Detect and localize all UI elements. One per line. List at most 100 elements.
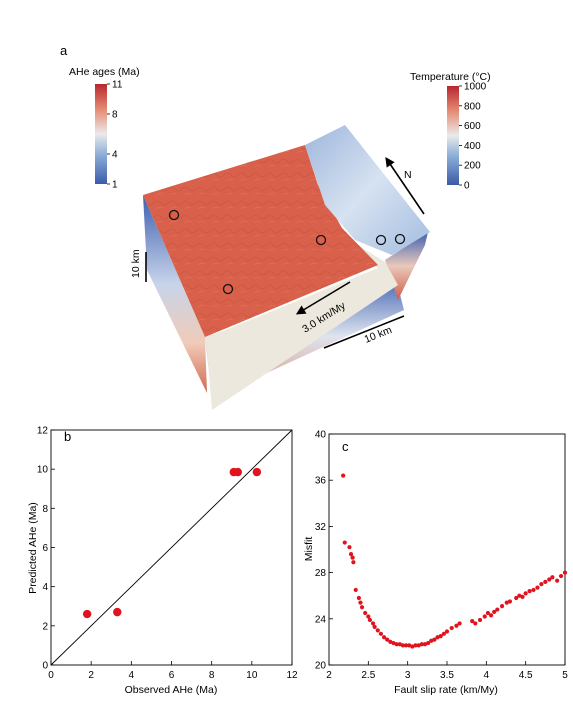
chart-c-point — [375, 628, 380, 633]
chart-c-point — [543, 579, 548, 584]
chart-c-point — [555, 578, 560, 583]
chart-c-xtick-label: 5 — [562, 670, 568, 681]
chart-b-point — [82, 609, 92, 619]
chart-c-point — [341, 473, 346, 478]
slip-arrow-icon — [295, 281, 351, 315]
chart-c-point — [363, 610, 368, 616]
chart-b-xtick-label: 10 — [246, 670, 258, 681]
chart-c-point — [366, 614, 371, 619]
chart-c-point — [482, 614, 487, 619]
colorbar-temperature-tick-label: 600 — [464, 121, 481, 132]
chart-c-xtick-label: 2.5 — [361, 670, 375, 681]
colorbar-ahe: AHe ages (Ma) 11 8 4 1 — [69, 66, 140, 191]
chart-c-point — [492, 609, 497, 614]
chart-c-point — [547, 577, 552, 582]
chart-c-point — [539, 582, 544, 587]
panel-a-label: a — [60, 43, 68, 58]
chart-c-point — [477, 617, 483, 623]
colorbar-temperature-tick-label: 0 — [464, 181, 470, 192]
relief-texture — [143, 145, 378, 337]
colorbar-temperature-tick-label: 800 — [464, 101, 481, 112]
chart-c-point — [527, 588, 532, 594]
chart-c-point — [520, 594, 525, 599]
chart-c-ytick-label: 20 — [315, 661, 327, 672]
chart-c-point — [370, 621, 376, 626]
panel-c-label: c — [342, 439, 349, 454]
chart-c-point — [356, 595, 361, 601]
sample-circle — [394, 233, 406, 245]
chart-b-ytick-label: 8 — [42, 504, 48, 515]
chart-c-point — [438, 634, 443, 639]
chart-b-ytick-label: 2 — [42, 621, 48, 632]
chart-c-point — [485, 610, 491, 616]
chart-c-point — [358, 600, 363, 605]
chart-b-xlabel: Observed AHe (Ma) — [125, 684, 218, 696]
chart-b-ytick-label: 6 — [42, 543, 48, 554]
chart-c-point — [385, 637, 390, 642]
scale-bar-vertical-label: 10 km — [130, 249, 142, 278]
colorbar-ahe-tick-label: 4 — [112, 150, 118, 161]
chart-c-point — [558, 573, 564, 579]
chart-b-ytick-label: 4 — [42, 582, 48, 593]
panel-b-label: b — [64, 429, 71, 444]
chart-c-point — [400, 643, 406, 648]
chart-c-ytick-label: 32 — [315, 522, 327, 533]
chart-c-ytick-label: 28 — [315, 568, 327, 579]
colorbar-ahe-bar — [95, 84, 107, 184]
chart-b-xtick-label: 8 — [209, 670, 215, 681]
chart-c-ytick-label: 40 — [315, 430, 327, 441]
chart-c-point — [432, 637, 437, 642]
chart-c-point — [351, 560, 356, 565]
chart-b-xtick-label: 2 — [88, 670, 94, 681]
chart-c-point — [488, 613, 494, 618]
chart-c-ylabel: Misfit — [303, 537, 315, 562]
chart-c-point — [348, 552, 354, 557]
north-arrow-icon — [385, 157, 425, 215]
colorbar-ahe-tick-label: 8 — [112, 110, 118, 121]
chart-c-point — [403, 643, 409, 648]
sample-circle — [375, 234, 387, 246]
chart-c-point — [470, 619, 475, 624]
block-model: N 3.0 km/My 10 km 10 km — [130, 125, 430, 410]
block-top-surface-hangingwall — [305, 125, 430, 255]
chart-c-point — [535, 585, 540, 590]
block-left-face — [143, 195, 207, 393]
colorbar-temperature-tick-label: 400 — [464, 141, 481, 152]
chart-b-ytick-label: 12 — [37, 426, 49, 437]
chart-b-xtick-label: 0 — [48, 670, 54, 681]
chart-c-point — [342, 540, 347, 545]
chart-c-point — [531, 587, 536, 593]
chart-c-point — [381, 635, 387, 640]
chart-c-point — [413, 643, 418, 648]
chart-c-point — [367, 617, 373, 623]
chart-c-point — [454, 623, 459, 628]
chart-c-point — [419, 642, 424, 647]
chart-b-xtick-label: 12 — [286, 670, 298, 681]
chart-c-point — [473, 621, 478, 626]
chart-c-ytick-label: 24 — [315, 614, 327, 625]
chart-c-point — [378, 631, 384, 636]
chart-c-xtick-label: 2 — [326, 670, 332, 681]
chart-c-point — [394, 642, 399, 647]
chart-c-xtick-label: 4 — [484, 670, 490, 681]
chart-b-point — [233, 467, 242, 477]
colorbar-temperature-bar — [447, 86, 459, 185]
chart-b-point — [113, 607, 122, 617]
chart-c-xtick-label: 3.5 — [440, 670, 454, 681]
chart-c-point — [495, 607, 500, 612]
colorbar-temperature-tick-label: 1000 — [464, 82, 487, 93]
chart-b-xtick-label: 4 — [129, 670, 135, 681]
chart-c-point — [441, 631, 446, 636]
colorbar-temperature-title: Temperature (°C) — [410, 71, 491, 83]
chart-c-point — [457, 621, 462, 626]
colorbar-ahe-tick-label: 1 — [112, 180, 118, 191]
chart-c-xtick-label: 4.5 — [519, 670, 533, 681]
chart-c-point — [426, 640, 431, 646]
chart-c-point — [359, 605, 365, 610]
chart-c-point — [550, 575, 555, 580]
chart-c: c 2 2.5 3 3.5 4 4.5 5 20 24 28 32 36 40 Fault slip r… — [303, 430, 568, 697]
chart-b-ylabel: Predicted AHe (Ma) — [27, 502, 39, 594]
chart-c-point — [507, 599, 513, 604]
chart-c-point — [350, 555, 355, 560]
